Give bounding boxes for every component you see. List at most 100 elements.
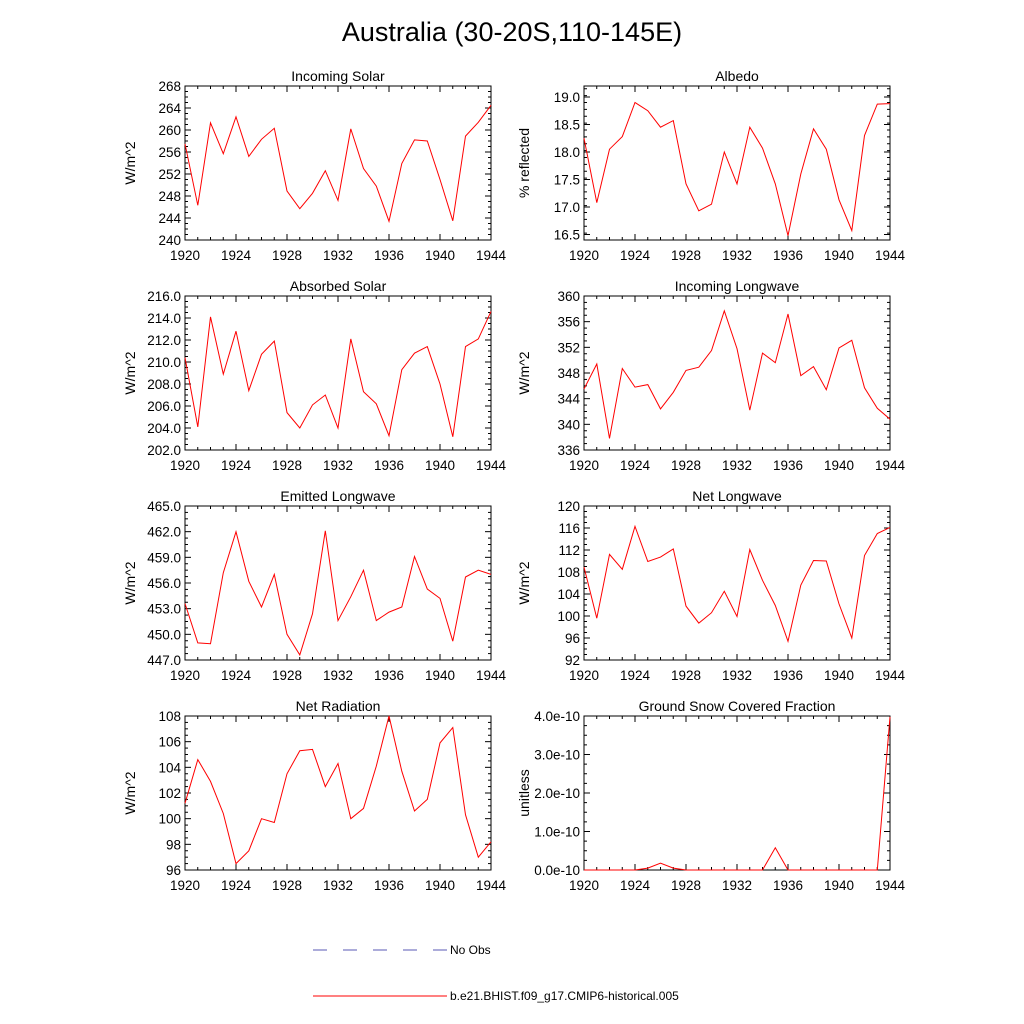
y-tick-label: 17.0 [554, 200, 580, 215]
y-tick-label: 204.0 [147, 421, 181, 436]
x-tick-label: 1928 [272, 458, 302, 473]
x-tick-label: 1944 [476, 458, 507, 473]
y-tick-label: 17.5 [554, 173, 580, 188]
panel-title: Absorbed Solar [290, 278, 387, 294]
x-tick-label: 1932 [323, 458, 353, 473]
y-tick-label: 348 [557, 366, 580, 381]
y-tick-label: 450.0 [147, 627, 181, 642]
x-tick-label: 1940 [425, 458, 455, 473]
series-line [184, 311, 492, 438]
x-tick-label: 1944 [476, 668, 507, 683]
y-tick-label: 206.0 [147, 399, 181, 414]
series-line [184, 529, 492, 657]
y-tick-label: 92 [565, 653, 580, 668]
x-tick-label: 1940 [824, 878, 854, 893]
y-tick-label: 104 [158, 760, 181, 775]
y-tick-label: 459.0 [147, 550, 181, 565]
x-tick-label: 1932 [323, 878, 353, 893]
panel-title: Net Radiation [296, 698, 381, 714]
y-tick-label: 3.0e-10 [534, 748, 580, 763]
y-axis-label: % reflected [516, 128, 532, 198]
x-tick-label: 1924 [620, 878, 651, 893]
panel-3: 1920 1924 1928 1932 1936 1940 1944 202.0 204.0 20… [122, 278, 507, 473]
panels: 1920 1924 1928 1932 1936 1940 1944 240 244 248 252… [122, 68, 906, 893]
plot-frame [583, 715, 891, 871]
x-tick-label: 1944 [875, 878, 906, 893]
y-tick-label: 256 [158, 145, 181, 160]
x-tick-label: 1928 [272, 668, 302, 683]
x-tick-label: 1932 [323, 668, 353, 683]
y-tick-label: 264 [158, 101, 181, 116]
y-tick-label: 98 [166, 837, 181, 852]
plot-frame [184, 715, 492, 871]
x-tick-label: 1928 [671, 668, 701, 683]
x-tick-label: 1920 [569, 248, 599, 263]
y-axis-label: W/m^2 [516, 351, 532, 394]
y-tick-label: 465.0 [147, 499, 181, 514]
panel-2: 1920 1924 1928 1932 1936 1940 1944 16.5 17.0 17.5… [516, 68, 906, 263]
y-tick-label: 96 [565, 631, 580, 646]
x-tick-label: 1932 [722, 668, 752, 683]
x-tick-label: 1944 [875, 248, 906, 263]
x-tick-label: 1936 [773, 878, 803, 893]
legend: No Obs b.e21.BHIST.f09_g17.CMIP6-histori… [313, 943, 679, 1003]
x-tick-label: 1936 [374, 458, 404, 473]
x-tick-label: 1924 [221, 878, 252, 893]
y-tick-label: 100 [557, 609, 580, 624]
plot-frame [583, 505, 891, 661]
y-tick-label: 2.0e-10 [534, 786, 580, 801]
legend-model-label: b.e21.BHIST.f09_g17.CMIP6-historical.005 [450, 989, 679, 1003]
x-tick-label: 1944 [875, 668, 906, 683]
y-axis-label: unitless [516, 769, 532, 816]
x-tick-label: 1924 [620, 248, 651, 263]
y-tick-label: 108 [557, 565, 580, 580]
y-axis-label: W/m^2 [122, 561, 138, 604]
x-tick-label: 1940 [824, 458, 854, 473]
x-tick-label: 1932 [722, 458, 752, 473]
x-tick-label: 1932 [722, 878, 752, 893]
x-tick-label: 1920 [170, 248, 200, 263]
x-tick-label: 1928 [671, 458, 701, 473]
x-tick-label: 1936 [374, 248, 404, 263]
y-tick-label: 216.0 [147, 289, 181, 304]
y-tick-label: 120 [557, 499, 580, 514]
y-axis-label: W/m^2 [122, 771, 138, 814]
y-tick-label: 252 [158, 167, 181, 182]
y-tick-label: 462.0 [147, 525, 181, 540]
y-tick-label: 1.0e-10 [534, 825, 580, 840]
y-tick-label: 447.0 [147, 653, 181, 668]
x-tick-label: 1924 [221, 248, 252, 263]
y-tick-label: 106 [158, 735, 181, 750]
y-axis-label: W/m^2 [122, 351, 138, 394]
panel-8: 1920 1924 1928 1932 1936 1940 1944 0.0e-10 1.0e-… [516, 698, 906, 893]
panel-7: 1920 1924 1928 1932 1936 1940 1944 96 98 100 102 10… [122, 698, 507, 893]
figure-title: Australia (30-20S,110-145E) [342, 17, 682, 47]
y-tick-label: 210.0 [147, 355, 181, 370]
y-tick-label: 102 [158, 786, 181, 801]
x-tick-label: 1932 [722, 248, 752, 263]
series-line [584, 716, 891, 871]
x-tick-label: 1940 [824, 668, 854, 683]
panel-title: Net Longwave [692, 488, 782, 504]
y-tick-label: 108 [158, 709, 181, 724]
y-tick-label: 4.0e-10 [534, 709, 580, 724]
x-tick-label: 1928 [671, 248, 701, 263]
series-line [583, 101, 891, 236]
x-tick-label: 1920 [569, 458, 599, 473]
y-tick-label: 360 [557, 289, 580, 304]
x-tick-label: 1940 [425, 248, 455, 263]
y-tick-label: 212.0 [147, 333, 181, 348]
y-tick-label: 0.0e-10 [534, 863, 580, 878]
x-tick-label: 1944 [875, 458, 906, 473]
panel-title: Incoming Longwave [675, 278, 800, 294]
y-tick-label: 244 [158, 211, 181, 226]
plot-frame [184, 505, 492, 661]
y-tick-label: 336 [557, 443, 580, 458]
x-tick-label: 1940 [824, 248, 854, 263]
panel-5: 1920 1924 1928 1932 1936 1940 1944 447.0 450.0 45… [122, 488, 507, 683]
x-tick-label: 1924 [221, 668, 252, 683]
x-tick-label: 1920 [170, 878, 200, 893]
x-tick-label: 1936 [773, 248, 803, 263]
panel-4: 1920 1924 1928 1932 1936 1940 1944 336 340 344 348… [516, 278, 906, 473]
panel-6: 1920 1924 1928 1932 1936 1940 1944 92 96 100 104 10… [516, 488, 906, 683]
